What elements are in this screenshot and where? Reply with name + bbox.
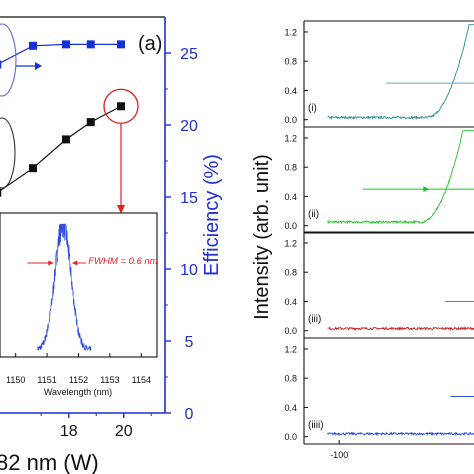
intensity-trace	[327, 130, 474, 225]
intensity-tick-label: 1.2	[284, 133, 297, 143]
blue-series-line	[0, 43, 121, 64]
blue-series-ellipse	[0, 23, 17, 97]
inset-tick-label: 1151	[37, 375, 56, 385]
inset-tick-label: 1152	[69, 375, 88, 385]
efficiency-tick-label: 15	[180, 190, 198, 207]
power-tick-label: 20	[115, 423, 133, 440]
efficiency-tick-label: 0	[185, 406, 194, 423]
blue-series-point	[86, 40, 95, 49]
black-series-ellipse	[0, 117, 16, 189]
efficiency-axis-label: Efficiency (%)	[201, 154, 223, 276]
intensity-tick-label: 0.0	[284, 221, 297, 231]
intensity-tick-label: 0.8	[284, 374, 297, 384]
panel-label: (ii)	[308, 209, 319, 220]
panel-label: (iiii)	[308, 420, 324, 431]
intensity-tick-label: 0.8	[284, 268, 297, 278]
intensity-axis-label: Intensity (arb. unit)	[251, 154, 273, 320]
inset-tick-label: 1153	[100, 375, 119, 385]
efficiency-tick-label: 25	[180, 46, 198, 63]
inset-wavelength-label: Wavelength (nm)	[44, 387, 112, 397]
panel-label-a: (a)	[138, 33, 162, 55]
intensity-tick-label: 1.2	[284, 238, 297, 248]
intensity-trace	[327, 431, 474, 437]
black-series-point	[29, 164, 37, 173]
intensity-trace	[327, 24, 474, 121]
efficiency-tick-label: 10	[180, 262, 198, 279]
panel-label: (iii)	[308, 314, 321, 325]
intensity-trace	[327, 326, 474, 331]
panel-label: (i)	[308, 103, 317, 114]
efficiency-tick-label: 20	[180, 118, 198, 135]
spectrum-inset: 1150 1151 1152 1153 1154 FWHM = 0.6 nm Wavelen…	[0, 212, 158, 397]
spectrum-trace	[37, 223, 92, 352]
power-tick-label: 18	[60, 423, 78, 440]
intensity-chart: 0.0 0.4 0.8 1.2 (i) 0.0 0.4 0.8 1.2 (ii) 0.0 0.4 0.8…	[251, 20, 474, 460]
intensity-tick-label: 0.4	[284, 297, 297, 307]
intensity-tick-label: 0.4	[284, 403, 297, 413]
intensity-tick-label: 1.2	[284, 344, 297, 354]
blue-series-point	[117, 40, 125, 49]
intensity-tick-label: 0.4	[284, 86, 297, 96]
inset-tick-label: 1150	[6, 375, 25, 385]
intensity-tick-label: 0.4	[284, 192, 297, 202]
intensity-tick-label: 0.0	[284, 326, 297, 336]
efficiency-chart: (a) Efficiency (%) 82 nm (W) 0 5 10 15 20 25 1…	[0, 16, 223, 474]
highlight-arrow-head	[117, 205, 125, 214]
power-axis-label: 82 nm (W)	[0, 450, 99, 474]
intensity-tick-label: 0.0	[284, 432, 297, 442]
efficiency-tick-label: 5	[185, 334, 194, 351]
blue-series-point	[62, 40, 70, 49]
blue-series-point	[29, 41, 37, 50]
fwhm-annotation: FWHM = 0.6 nm	[88, 256, 157, 267]
inset-tick-label: 1154	[132, 375, 151, 385]
black-series-point	[62, 135, 70, 144]
black-series-point	[0, 188, 2, 197]
intensity-tick-label: 0.0	[284, 115, 297, 125]
intensity-tick-label: 0.8	[284, 163, 297, 173]
black-series-line	[0, 105, 122, 192]
fwhm-left-arrow-head	[48, 260, 54, 266]
guide-arrow-head	[423, 186, 430, 193]
intensity-tick-label: 1.2	[284, 27, 297, 37]
fwhm-right-arrow-head	[72, 260, 78, 266]
x-tick-label: -100	[330, 450, 348, 460]
blue-series-point	[0, 60, 2, 69]
black-series-point	[86, 118, 95, 127]
intensity-tick-label: 0.8	[284, 57, 297, 67]
black-series-point	[117, 102, 125, 111]
blue-arrow-head	[35, 62, 42, 70]
